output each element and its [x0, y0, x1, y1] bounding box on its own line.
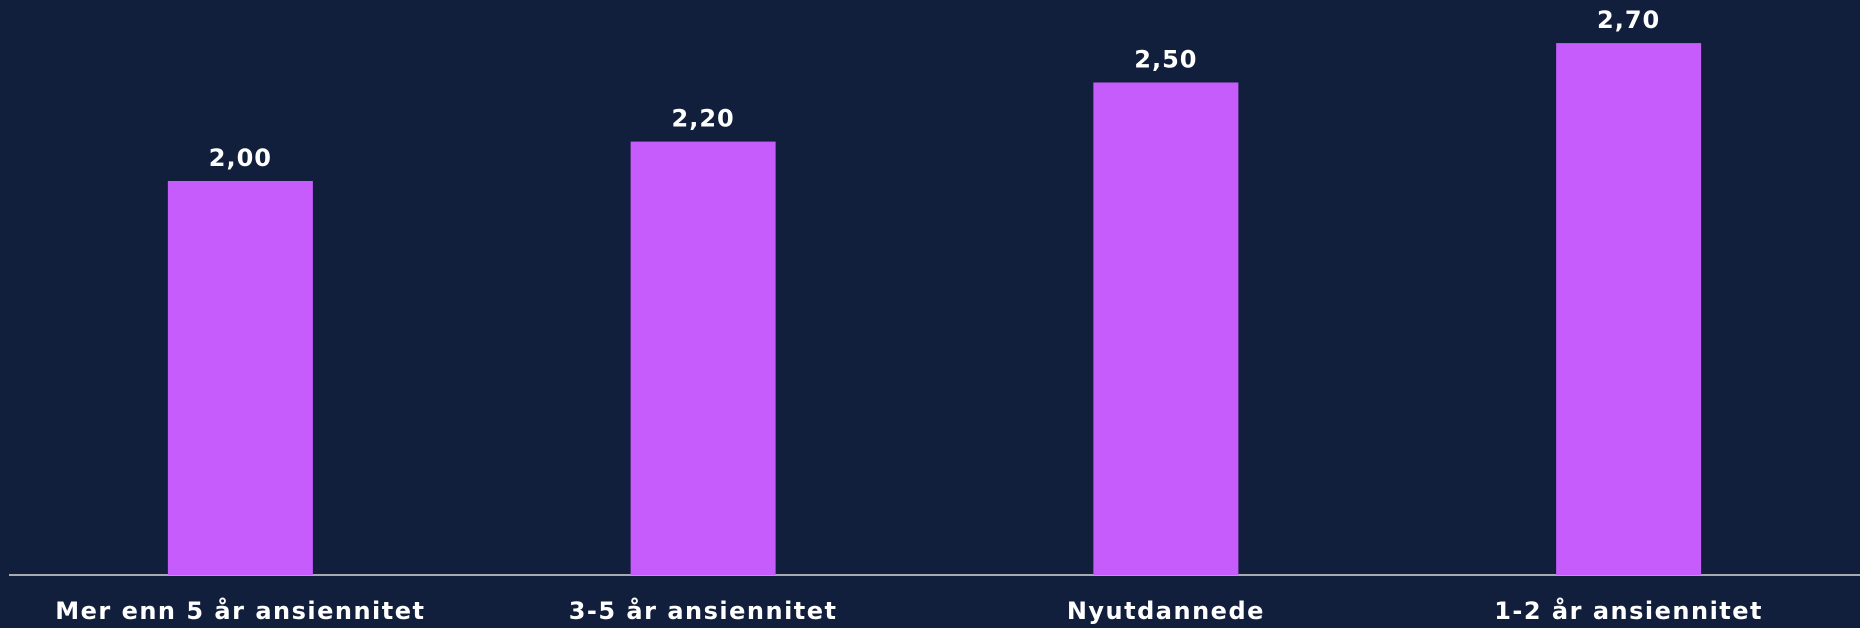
x-tick-label: 3-5 år ansiennitet: [569, 596, 838, 625]
value-label: 2,00: [209, 144, 272, 172]
bar: [167, 181, 313, 575]
value-label: 2,20: [672, 105, 735, 133]
value-label: 2,50: [1134, 46, 1197, 74]
bar: [1556, 43, 1702, 576]
x-tick-label: 1-2 år ansiennitet: [1494, 596, 1763, 625]
bar: [630, 141, 776, 575]
value-label: 2,70: [1597, 6, 1660, 34]
x-tick-label: Mer enn 5 år ansiennitet: [55, 596, 425, 625]
bar: [1093, 82, 1239, 575]
x-tick-label: Nyutdannede: [1067, 597, 1265, 625]
